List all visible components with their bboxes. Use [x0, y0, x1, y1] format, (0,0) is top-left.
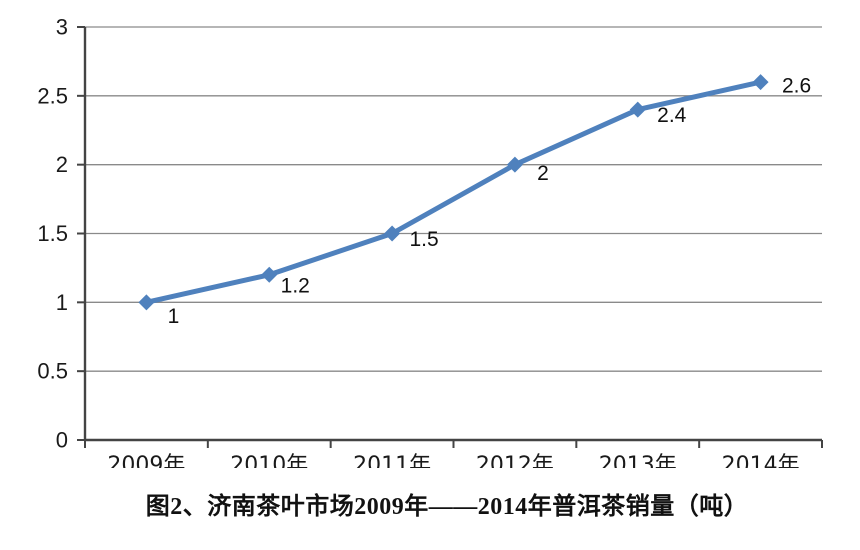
data-label: 1 [168, 305, 180, 328]
series-line [143, 79, 764, 305]
y-tick-label: 2 [56, 152, 68, 177]
x-tick-label: 2014年 [722, 453, 800, 468]
y-tick-label: 0.5 [37, 359, 68, 384]
x-tick-label: 2009年 [107, 453, 185, 468]
data-point-marker [261, 266, 278, 283]
line-chart: 0 0.5 1 1.5 2 2.5 3 2009年 2010年 2011年 2012年 2013年 20… [37, 15, 823, 468]
data-point-marker [384, 225, 401, 242]
y-tick-label: 1.5 [37, 221, 68, 246]
chart-caption: 图2、济南茶叶市场2009年——2014年普洱茶销量（吨） [145, 494, 749, 520]
y-tick-label: 2.5 [37, 83, 68, 108]
data-point-marker [629, 101, 646, 118]
data-label: 1.2 [281, 274, 310, 297]
chart-figure: 0 0.5 1 1.5 2 2.5 3 2009年 2010年 2011年 2012年 2013年 20… [37, 15, 823, 520]
y-tick-label: 1 [56, 290, 68, 315]
data-point-marker [506, 156, 523, 173]
data-label: 1.5 [409, 228, 438, 251]
x-tick-label: 2010年 [230, 453, 308, 468]
y-tick-label: 0 [56, 428, 68, 453]
data-label: 2.4 [657, 104, 687, 127]
data-label: 2 [537, 162, 549, 185]
x-tick-label: 2012年 [476, 453, 554, 468]
x-tick-label: 2013年 [599, 453, 677, 468]
data-point-marker [138, 294, 155, 311]
x-tick-label: 2011年 [353, 453, 431, 468]
data-label: 2.6 [782, 75, 811, 98]
data-point-marker [752, 74, 769, 91]
y-tick-label: 3 [56, 15, 68, 40]
